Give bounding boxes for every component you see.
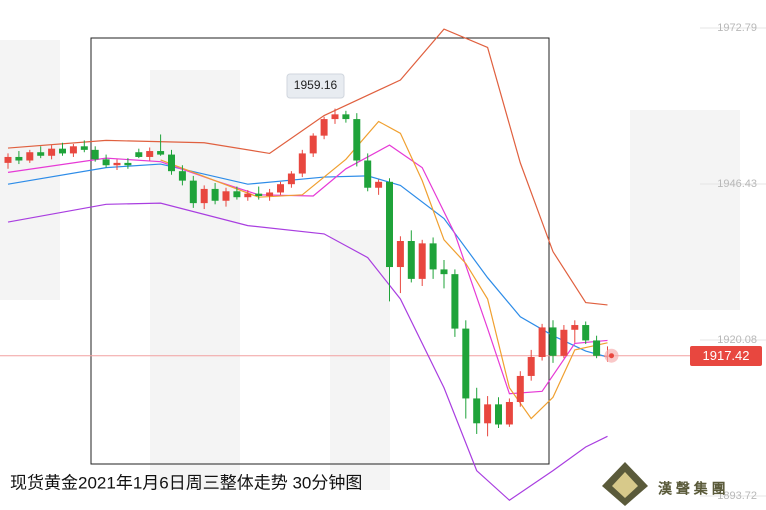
candle-body — [353, 119, 361, 161]
candle-body — [69, 146, 77, 154]
candle-body — [135, 152, 143, 157]
annotation-bubble — [286, 73, 345, 99]
candle-body — [418, 243, 426, 279]
candle-body — [266, 192, 274, 197]
candle-body — [287, 173, 295, 185]
candle-body — [59, 148, 66, 154]
watermark-background — [0, 40, 740, 490]
candle-body — [80, 146, 88, 150]
candle-body — [582, 325, 590, 341]
candle-body — [255, 193, 263, 197]
indicator-line — [7, 28, 608, 306]
candle-body — [462, 328, 470, 399]
candle-body — [484, 404, 492, 424]
candle-body — [124, 162, 132, 166]
caption: 现货黄金2021年1月6日周三整体走势 30分钟图 — [10, 473, 362, 492]
candle-body — [48, 148, 56, 156]
y-tick-label: 1893.72 — [717, 490, 757, 502]
candle-body — [15, 156, 23, 161]
price-tag-box — [690, 346, 762, 366]
candle-body — [244, 193, 252, 198]
price-tag: 1917.42 — [690, 346, 762, 366]
candle-body — [396, 241, 404, 268]
logo-icon-inner — [612, 472, 638, 498]
candle-body — [451, 274, 459, 329]
candle-body — [331, 114, 339, 120]
candle-body — [560, 329, 568, 356]
candle-body — [113, 162, 121, 166]
candle-body — [386, 181, 393, 268]
candle-body — [211, 188, 219, 201]
candle-body — [342, 114, 350, 120]
candle-body — [571, 325, 579, 330]
candle-body — [200, 188, 208, 204]
candle-body — [26, 152, 34, 161]
candle-body — [189, 180, 197, 204]
candle-body — [440, 269, 448, 275]
candle-body — [473, 398, 481, 424]
candle-body — [538, 327, 546, 358]
candle-body — [505, 401, 513, 425]
last-price-dot — [609, 353, 614, 359]
candle-body — [102, 159, 110, 166]
indicator-line — [7, 144, 608, 395]
candle-body — [593, 340, 601, 356]
price-tag-text: 1917.42 — [703, 348, 750, 363]
candle-body — [375, 181, 383, 188]
annotation-text: 1959.16 — [294, 78, 338, 92]
frame-box — [90, 37, 550, 465]
candle-body — [549, 327, 557, 356]
candle-body — [429, 243, 437, 270]
candle-body — [157, 151, 165, 155]
y-tick-label: 1972.79 — [717, 22, 757, 34]
candle-body — [178, 171, 186, 181]
indicator-line — [7, 202, 608, 501]
candle-body — [233, 191, 241, 198]
candle-body — [277, 184, 284, 193]
candle-body — [309, 135, 317, 154]
candle-body — [320, 119, 328, 136]
annotation: 1959.16 — [286, 73, 345, 99]
y-tick-label: 1946.43 — [717, 178, 757, 190]
candle-body — [364, 160, 372, 188]
candle-body — [91, 149, 99, 160]
candle-body — [146, 151, 154, 157]
candle-body — [168, 154, 175, 172]
candle-body — [407, 241, 415, 279]
candle-body — [495, 404, 502, 425]
indicator-line — [7, 163, 608, 358]
y-tick-label: 1920.08 — [717, 334, 757, 346]
candle-body — [222, 191, 230, 201]
candle-body — [527, 357, 535, 376]
candle-body — [298, 153, 306, 174]
logo: 漢 聲 集 團 — [602, 462, 726, 506]
candle-body — [37, 152, 45, 156]
candle-body — [516, 375, 524, 402]
logo-text: 漢 聲 集 團 — [658, 481, 726, 497]
candle-body — [4, 156, 12, 163]
indicator-line — [160, 120, 608, 420]
